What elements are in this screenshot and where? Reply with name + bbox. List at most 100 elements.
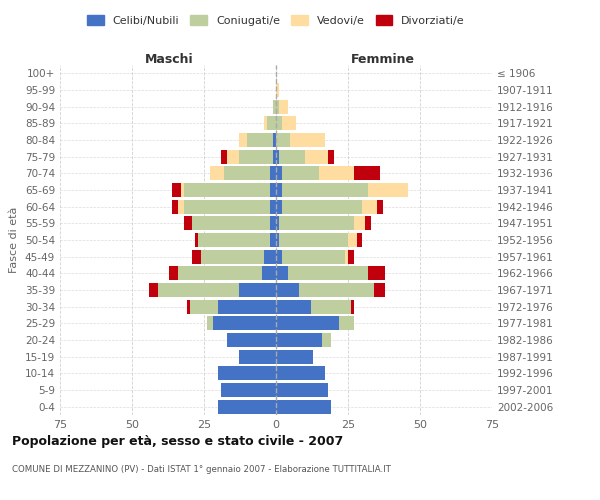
Bar	[276, 166, 282, 180]
Bar	[351, 300, 354, 314]
Bar	[276, 400, 331, 414]
Bar	[276, 100, 279, 114]
Bar	[190, 300, 218, 314]
Bar	[282, 116, 296, 130]
Bar	[227, 333, 276, 347]
Bar	[276, 216, 279, 230]
Bar	[172, 200, 178, 214]
Bar	[169, 266, 178, 280]
Bar	[299, 283, 374, 297]
Bar	[276, 133, 290, 147]
Text: Popolazione per età, sesso e stato civile - 2007: Popolazione per età, sesso e stato civil…	[12, 435, 343, 448]
Bar	[276, 316, 340, 330]
Bar	[187, 300, 190, 314]
Bar	[374, 283, 385, 297]
Bar	[282, 183, 368, 197]
Text: Femmine: Femmine	[350, 53, 415, 66]
Bar	[282, 200, 362, 214]
Bar	[276, 350, 313, 364]
Bar	[279, 150, 305, 164]
Bar	[218, 300, 276, 314]
Bar	[247, 133, 273, 147]
Bar	[239, 150, 273, 164]
Bar	[276, 300, 311, 314]
Bar	[178, 200, 184, 214]
Bar	[224, 166, 270, 180]
Bar	[201, 250, 265, 264]
Bar	[276, 366, 325, 380]
Bar	[368, 266, 385, 280]
Bar	[273, 150, 276, 164]
Bar	[198, 233, 270, 247]
Bar	[265, 116, 268, 130]
Bar	[193, 216, 270, 230]
Bar	[276, 183, 282, 197]
Bar	[276, 383, 328, 397]
Bar	[262, 266, 276, 280]
Bar	[322, 333, 331, 347]
Legend: Celibi/Nubili, Coniugati/e, Vedovi/e, Divorziati/e: Celibi/Nubili, Coniugati/e, Vedovi/e, Di…	[83, 10, 469, 30]
Bar	[368, 183, 409, 197]
Bar	[282, 250, 345, 264]
Bar	[221, 150, 227, 164]
Bar	[227, 150, 239, 164]
Text: Maschi: Maschi	[145, 53, 194, 66]
Bar	[345, 250, 348, 264]
Bar	[149, 283, 158, 297]
Bar	[276, 283, 299, 297]
Bar	[184, 216, 193, 230]
Bar	[273, 100, 276, 114]
Bar	[311, 300, 351, 314]
Y-axis label: Fasce di età: Fasce di età	[10, 207, 19, 273]
Bar	[172, 183, 181, 197]
Bar	[239, 283, 276, 297]
Bar	[365, 216, 371, 230]
Text: COMUNE DI MEZZANINO (PV) - Dati ISTAT 1° gennaio 2007 - Elaborazione TUTTITALIA.: COMUNE DI MEZZANINO (PV) - Dati ISTAT 1°…	[12, 465, 391, 474]
Bar	[276, 333, 322, 347]
Bar	[184, 183, 270, 197]
Bar	[218, 400, 276, 414]
Bar	[265, 250, 276, 264]
Bar	[239, 133, 247, 147]
Bar	[290, 133, 325, 147]
Bar	[268, 116, 276, 130]
Bar	[276, 116, 282, 130]
Bar	[218, 366, 276, 380]
Bar	[196, 233, 198, 247]
Bar	[354, 166, 380, 180]
Bar	[210, 166, 224, 180]
Bar	[328, 150, 334, 164]
Bar	[181, 183, 184, 197]
Bar	[184, 200, 270, 214]
Bar	[276, 200, 282, 214]
Bar	[270, 183, 276, 197]
Bar	[270, 166, 276, 180]
Bar	[270, 200, 276, 214]
Bar	[305, 150, 328, 164]
Bar	[276, 233, 279, 247]
Bar	[270, 216, 276, 230]
Bar	[221, 383, 276, 397]
Bar	[356, 233, 362, 247]
Bar	[276, 266, 287, 280]
Bar	[193, 250, 201, 264]
Bar	[276, 250, 282, 264]
Bar	[276, 83, 279, 97]
Bar	[348, 233, 356, 247]
Bar	[212, 316, 276, 330]
Bar	[239, 350, 276, 364]
Bar	[178, 266, 262, 280]
Bar	[319, 166, 354, 180]
Bar	[348, 250, 354, 264]
Bar	[158, 283, 239, 297]
Bar	[340, 316, 354, 330]
Bar	[377, 200, 383, 214]
Bar	[279, 100, 287, 114]
Bar	[279, 233, 348, 247]
Bar	[270, 233, 276, 247]
Bar	[282, 166, 319, 180]
Bar	[354, 216, 365, 230]
Bar	[362, 200, 377, 214]
Bar	[287, 266, 368, 280]
Bar	[207, 316, 212, 330]
